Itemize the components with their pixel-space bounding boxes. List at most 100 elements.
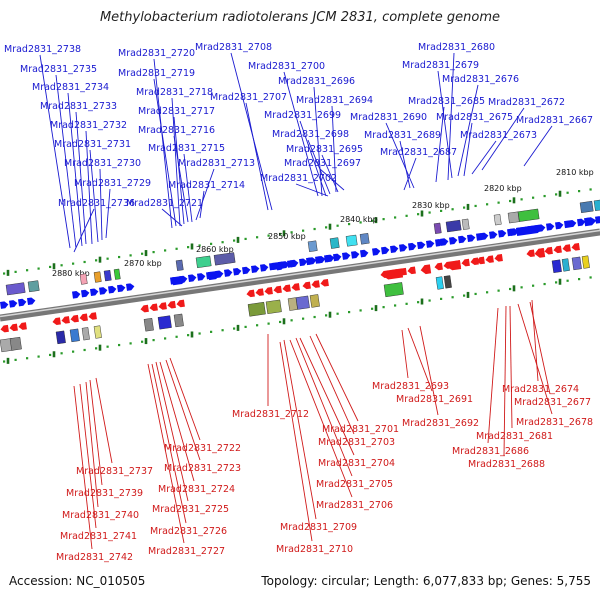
reverse-gene-arrow — [282, 284, 291, 292]
forward-gene-label[interactable]: Mrad2831_2675 — [436, 112, 513, 123]
reverse-gene-label[interactable]: Mrad2831_2693 — [372, 381, 449, 392]
forward-gene-label[interactable]: Mrad2831_2707 — [210, 92, 287, 103]
forward-gene-arrow — [332, 253, 342, 262]
forward-gene-arrow — [305, 257, 315, 266]
forward-gene-leader — [313, 86, 323, 197]
forward-gene-arrow — [516, 225, 543, 236]
forward-gene-label[interactable]: Mrad2831_2719 — [118, 68, 195, 79]
forward-gene-label[interactable]: Mrad2831_2702 — [260, 173, 337, 184]
reverse-gene-label[interactable]: Mrad2831_2725 — [152, 504, 229, 515]
tick-dot-top — [60, 264, 63, 267]
forward-gene-label[interactable]: Mrad2831_2716 — [138, 125, 215, 136]
forward-gene-label[interactable]: Mrad2831_2729 — [74, 178, 151, 189]
forward-gene-label[interactable]: Mrad2831_2687 — [380, 147, 457, 158]
reverse-gene-label[interactable]: Mrad2831_2723 — [164, 463, 241, 474]
reverse-gene-arrow — [0, 324, 9, 333]
reverse-gene-label[interactable]: Mrad2831_2686 — [452, 446, 529, 457]
forward-gene-label[interactable]: Mrad2831_2694 — [296, 95, 373, 106]
tick-dot-bottom — [233, 327, 236, 330]
forward-gene-label[interactable]: Mrad2831_2736 — [58, 198, 135, 209]
forward-gene-label[interactable]: Mrad2831_2715 — [148, 143, 225, 154]
forward-gene-arrow — [99, 287, 108, 295]
forward-gene-leader — [283, 71, 319, 197]
tick-dot-top — [520, 198, 523, 201]
forward-gene-label[interactable]: Mrad2831_2685 — [408, 96, 485, 107]
reverse-gene-leader — [289, 339, 353, 498]
forward-gene-label[interactable]: Mrad2831_2718 — [136, 87, 213, 98]
reverse-gene-label[interactable]: Mrad2831_2703 — [318, 437, 395, 448]
reverse-gene-label[interactable]: Mrad2831_2705 — [316, 479, 393, 490]
tick-dot-top — [49, 265, 52, 269]
forward-gene-leader — [245, 102, 269, 211]
forward-gene-label[interactable]: Mrad2831_2667 — [516, 115, 593, 126]
forward-gene-label[interactable]: Mrad2831_2698 — [272, 129, 349, 140]
forward-gene-arrow — [324, 254, 333, 263]
forward-gene-label[interactable]: Mrad2831_2673 — [460, 130, 537, 141]
feature-block-top — [445, 219, 462, 233]
reverse-gene-label[interactable]: Mrad2831_2737 — [76, 466, 153, 477]
forward-gene-arrow — [0, 301, 9, 309]
reverse-gene-label[interactable]: Mrad2831_2709 — [280, 522, 357, 533]
forward-gene-leader — [299, 120, 327, 197]
forward-gene-label[interactable]: Mrad2831_2695 — [286, 144, 363, 155]
forward-gene-label[interactable]: Mrad2831_2696 — [278, 76, 355, 87]
forward-gene-leader — [161, 208, 183, 227]
forward-gene-label[interactable]: Mrad2831_2679 — [402, 60, 479, 71]
reverse-gene-label[interactable]: Mrad2831_2677 — [514, 397, 591, 408]
forward-gene-label[interactable]: Mrad2831_2700 — [248, 61, 325, 72]
feature-block-bottom — [81, 327, 90, 341]
reverse-gene-label[interactable]: Mrad2831_2741 — [60, 531, 137, 542]
forward-gene-label[interactable]: Mrad2831_2714 — [168, 180, 245, 191]
reverse-gene-arrow — [140, 304, 149, 313]
kbp-tick-label: 2880 kbp — [52, 269, 90, 278]
reverse-gene-label[interactable]: Mrad2831_2727 — [148, 546, 225, 557]
forward-gene-label[interactable]: Mrad2831_2735 — [20, 64, 97, 75]
reverse-gene-label[interactable]: Mrad2831_2726 — [150, 526, 227, 537]
forward-gene-label[interactable]: Mrad2831_2720 — [118, 48, 195, 59]
kbp-tick-label: 2820 kbp — [484, 184, 522, 193]
reverse-gene-label[interactable]: Mrad2831_2712 — [232, 409, 309, 420]
forward-gene-label[interactable]: Mrad2831_2717 — [138, 106, 215, 117]
reverse-gene-label[interactable]: Mrad2831_2724 — [158, 484, 235, 495]
reverse-gene-arrow — [553, 245, 562, 254]
major-tick-bottom — [558, 278, 562, 285]
reverse-gene-label[interactable]: Mrad2831_2706 — [316, 500, 393, 511]
forward-gene-label[interactable]: Mrad2831_2689 — [364, 130, 441, 141]
reverse-gene-label[interactable]: Mrad2831_2678 — [516, 417, 593, 428]
forward-gene-label[interactable]: Mrad2831_2730 — [64, 158, 141, 169]
forward-gene-label[interactable]: Mrad2831_2699 — [264, 110, 341, 121]
tick-dot-top — [244, 237, 247, 241]
forward-gene-label[interactable]: Mrad2831_2697 — [284, 158, 361, 169]
forward-gene-label[interactable]: Mrad2831_2713 — [178, 158, 255, 169]
forward-gene-label[interactable]: Mrad2831_2672 — [488, 97, 565, 108]
reverse-gene-label[interactable]: Mrad2831_2704 — [318, 458, 395, 469]
major-tick-bottom — [190, 331, 194, 338]
reverse-gene-label[interactable]: Mrad2831_2739 — [66, 488, 143, 499]
tick-dot-bottom — [578, 278, 581, 281]
reverse-gene-label[interactable]: Mrad2831_2681 — [476, 431, 553, 442]
forward-gene-label[interactable]: Mrad2831_2734 — [32, 82, 109, 93]
reverse-gene-label[interactable]: Mrad2831_2674 — [502, 384, 579, 395]
forward-gene-label[interactable]: Mrad2831_2733 — [40, 101, 117, 112]
forward-gene-label[interactable]: Mrad2831_2680 — [418, 42, 495, 53]
reverse-gene-label[interactable]: Mrad2831_2722 — [164, 443, 241, 454]
reverse-gene-label[interactable]: Mrad2831_2688 — [468, 459, 545, 470]
tick-dot-bottom — [187, 334, 190, 337]
forward-gene-label[interactable]: Mrad2831_2676 — [442, 74, 519, 85]
forward-gene-label[interactable]: Mrad2831_2731 — [54, 139, 131, 150]
forward-gene-label[interactable]: Mrad2831_2690 — [350, 112, 427, 123]
reverse-gene-label[interactable]: Mrad2831_2692 — [402, 418, 479, 429]
reverse-gene-label[interactable]: Mrad2831_2710 — [276, 544, 353, 555]
forward-gene-label[interactable]: Mrad2831_2738 — [4, 44, 81, 55]
tick-dot-bottom — [72, 350, 75, 353]
reverse-gene-label[interactable]: Mrad2831_2701 — [322, 424, 399, 435]
reverse-gene-label[interactable]: Mrad2831_2740 — [62, 510, 139, 521]
reverse-gene-label[interactable]: Mrad2831_2742 — [56, 552, 133, 563]
forward-gene-label[interactable]: Mrad2831_2708 — [195, 42, 272, 53]
forward-gene-arrow — [232, 267, 242, 276]
reverse-gene-arrow — [79, 313, 88, 322]
forward-gene-label[interactable]: Mrad2831_2732 — [50, 120, 127, 131]
forward-gene-label[interactable]: Mrad2831_2721 — [126, 198, 203, 209]
major-tick-top — [558, 190, 562, 197]
tick-dot-top — [198, 244, 201, 247]
